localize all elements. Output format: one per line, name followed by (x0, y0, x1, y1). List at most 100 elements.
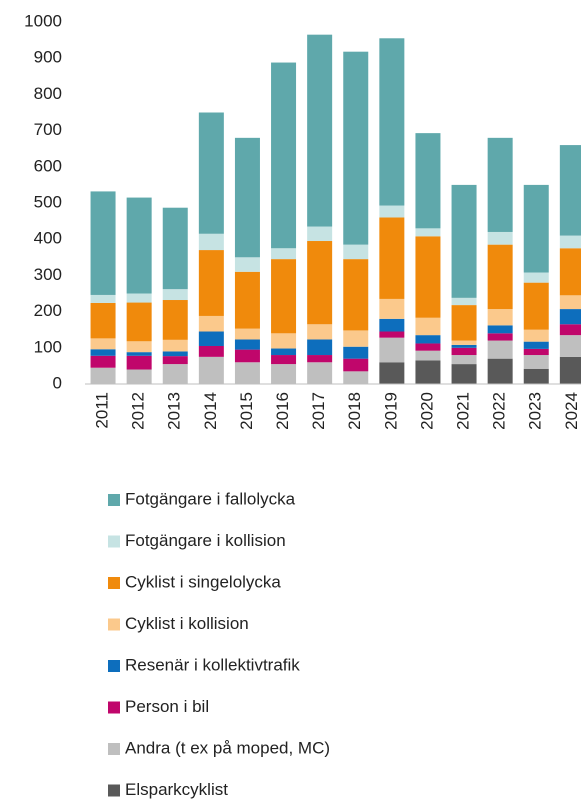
y-tick-label: 400 (34, 229, 62, 248)
bar-segment (271, 348, 297, 356)
bar-segment (415, 360, 441, 384)
x-tick-label: 2011 (93, 392, 112, 429)
x-tick-label: 2018 (345, 392, 364, 430)
legend-label: Fotgängare i fallolycka (125, 489, 296, 508)
bar-segment (126, 302, 152, 342)
bar-segment (234, 271, 260, 329)
bar-segment (90, 191, 116, 295)
bar-segment (487, 333, 513, 341)
legend-swatch (108, 535, 120, 548)
legend-swatch (108, 701, 120, 714)
bar-segment (234, 257, 260, 272)
bar-segment (271, 355, 297, 365)
y-tick-label: 700 (34, 120, 62, 139)
bar-segment (487, 244, 513, 310)
bar-segment (90, 355, 116, 368)
y-tick-label: 1000 (24, 11, 62, 30)
bar-segment (271, 333, 297, 349)
x-tick-label: 2016 (273, 392, 292, 430)
y-tick-label: 600 (34, 156, 62, 175)
bar-segment (379, 38, 405, 206)
bar-segment (487, 358, 513, 384)
bar-segment (162, 207, 188, 290)
bar-segment (379, 362, 405, 384)
y-tick-label: 100 (34, 337, 62, 356)
x-tick-label: 2023 (526, 392, 545, 430)
bar-segment (162, 339, 188, 352)
x-tick-label: 2015 (237, 392, 256, 430)
bar-segment (559, 356, 581, 384)
legend-label: Fotgängare i kollision (125, 531, 286, 550)
x-tick-label: 2020 (417, 392, 436, 430)
bar-segment (234, 137, 260, 258)
y-tick-label: 900 (34, 48, 62, 67)
bar-segment (162, 300, 188, 340)
bar-segment (523, 329, 549, 342)
bar-segment (451, 355, 477, 365)
bar-segment (198, 315, 224, 332)
bar-segment (451, 347, 477, 356)
legend-label: Resenär i kollektivtrafik (125, 655, 300, 674)
bar-segment (559, 295, 581, 310)
y-tick-label: 200 (34, 301, 62, 320)
legend-swatch (108, 660, 120, 672)
bar-segment (379, 331, 405, 338)
bar-segment (126, 197, 152, 294)
bar-segment (162, 289, 188, 301)
bar-segment (559, 309, 581, 325)
bar-segment (487, 309, 513, 326)
bar-segment (523, 282, 549, 330)
bar-segment (523, 355, 549, 369)
bar-segment (451, 364, 477, 384)
legend-swatch (108, 784, 120, 797)
bar-segment (198, 331, 224, 346)
bar-segment (343, 51, 369, 245)
bar-segment (307, 362, 333, 384)
bar-segment (198, 112, 224, 234)
legend-label: Andra (t ex på moped, MC) (125, 738, 330, 757)
bar-segment (451, 297, 477, 306)
bar-segment (451, 344, 477, 348)
x-tick-label: 2022 (490, 392, 509, 430)
bar-segment (343, 244, 369, 260)
bar-segment (162, 364, 188, 384)
bar-segment (271, 364, 297, 384)
bar-segment (451, 184, 477, 298)
bar-segment (307, 339, 333, 356)
bar-segment (162, 356, 188, 365)
x-tick-label: 2019 (381, 392, 400, 430)
bar-segment (559, 335, 581, 357)
bar-segment (198, 356, 224, 384)
bar-segment (487, 137, 513, 232)
legend-label: Cyklist i kollision (125, 614, 249, 633)
y-tick-label: 800 (34, 84, 62, 103)
legend-swatch (108, 618, 120, 631)
bar-segment (415, 317, 441, 336)
bar-segment (343, 259, 369, 331)
y-tick-label: 0 (53, 373, 62, 392)
bar-segment (126, 352, 152, 356)
bar-segment (198, 233, 224, 251)
bar-segment (198, 250, 224, 316)
bar-segment (379, 298, 405, 319)
bar-segment (343, 371, 369, 384)
bar-segment (234, 339, 260, 350)
bar-segment (559, 324, 581, 336)
bar-segment (415, 343, 441, 351)
y-tick-label: 300 (34, 265, 62, 284)
bar-segment (234, 362, 260, 384)
bar-segment (307, 241, 333, 325)
legend-swatch (108, 743, 120, 755)
bar-segment (343, 346, 369, 359)
bar-segment (271, 259, 297, 334)
bar-segment (126, 341, 152, 353)
bar-segment (379, 337, 405, 363)
bar-segment (523, 348, 549, 356)
bar-segment (90, 294, 116, 303)
legend-swatch (108, 577, 120, 589)
bar-segment (523, 341, 549, 349)
bar-segment (126, 355, 152, 370)
bar-segment (451, 305, 477, 341)
bar-segment (559, 248, 581, 296)
